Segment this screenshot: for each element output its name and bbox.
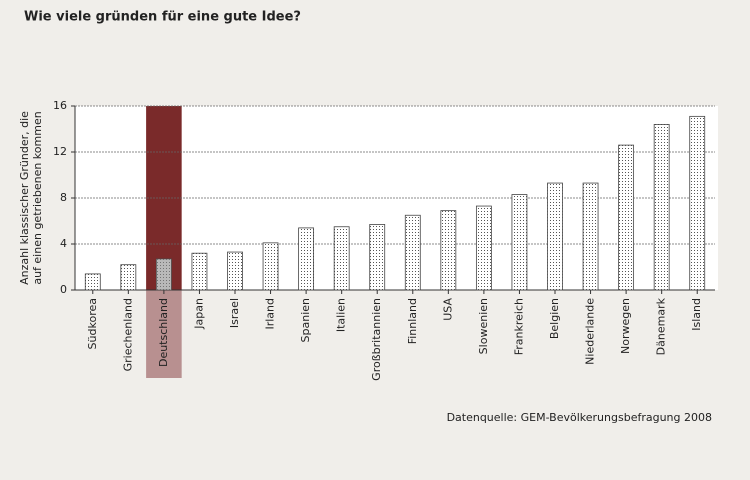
bar bbox=[404, 214, 421, 291]
bar bbox=[369, 224, 386, 291]
x-tick-label: Griechenland bbox=[121, 298, 134, 371]
bar bbox=[475, 205, 492, 291]
bar bbox=[511, 194, 528, 291]
y-tick-label: 0 bbox=[60, 283, 67, 296]
x-tick-label: Italien bbox=[335, 298, 348, 332]
x-tick-label: Südkorea bbox=[86, 298, 99, 349]
y-axis-label: Anzahl klassischer Gründer, die bbox=[18, 111, 31, 285]
bar bbox=[618, 144, 635, 291]
x-tick-label: Deutschland bbox=[157, 298, 170, 367]
y-axis-label: auf einen getriebenen kommen bbox=[31, 111, 44, 284]
x-tick-label: Belgien bbox=[548, 298, 561, 339]
x-tick-label: Norwegen bbox=[619, 298, 632, 354]
bar bbox=[262, 242, 279, 291]
x-tick-label: Großbritannien bbox=[370, 298, 383, 381]
bar bbox=[227, 251, 243, 291]
x-tick-label: Spanien bbox=[299, 298, 312, 343]
x-tick-label: Israel bbox=[228, 298, 241, 328]
bar bbox=[298, 227, 315, 291]
bar bbox=[440, 210, 457, 291]
bar bbox=[653, 124, 670, 291]
x-tick-label: Irland bbox=[264, 298, 277, 330]
x-tick-label: Dänemark bbox=[655, 297, 668, 355]
x-tick-label: Finnland bbox=[406, 298, 419, 344]
y-tick-label: 8 bbox=[60, 191, 67, 204]
x-tick-label: Slowenien bbox=[477, 298, 490, 354]
x-tick-label: Niederlande bbox=[584, 298, 597, 365]
x-tick-label: USA bbox=[441, 298, 454, 321]
source-note: Datenquelle: GEM-Bevölkerungsbefragung 2… bbox=[447, 411, 712, 424]
y-tick-label: 4 bbox=[60, 237, 67, 250]
bar bbox=[120, 264, 137, 291]
bar bbox=[333, 226, 350, 291]
bar bbox=[84, 273, 101, 291]
y-tick-label: 12 bbox=[53, 145, 67, 158]
y-tick-label: 16 bbox=[53, 99, 67, 112]
x-tick-label: Japan bbox=[192, 298, 205, 330]
bar bbox=[689, 115, 706, 291]
bar bbox=[582, 182, 599, 291]
x-tick-label: Island bbox=[690, 298, 703, 331]
x-tick-label: Frankreich bbox=[512, 298, 525, 355]
highlight-label-bg bbox=[146, 290, 182, 378]
bar bbox=[191, 252, 208, 291]
chart-title: Wie viele gründen für eine gute Idee? bbox=[24, 10, 301, 25]
bar bbox=[547, 182, 563, 291]
bar-tint bbox=[156, 258, 172, 290]
